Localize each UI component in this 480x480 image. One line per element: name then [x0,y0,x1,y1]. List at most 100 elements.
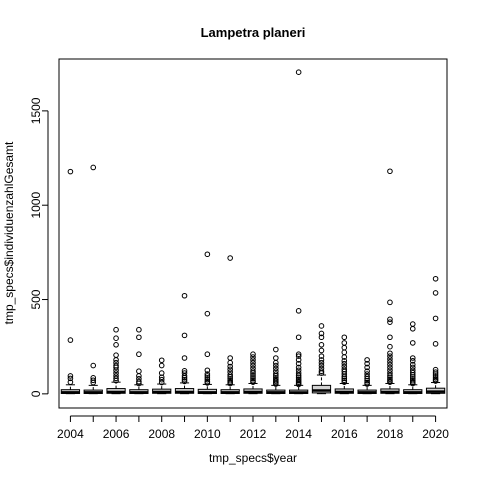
outlier-point [318,353,325,359]
outlier-point [295,367,302,374]
outlier-point [204,378,211,385]
outlier-point [341,366,348,373]
outlier-point [181,332,188,339]
x-tick-label: 2018 [377,427,404,441]
outlier-point [364,371,370,377]
outlier-point [318,330,325,337]
outlier-point [387,334,393,341]
outlier-point [387,361,393,368]
outlier-point [295,69,302,76]
box-2016 [334,334,354,395]
outlier-point [387,168,393,175]
outlier-point [318,362,325,369]
outlier-point [273,359,279,366]
outlier-point [409,375,416,382]
outlier-point [158,362,165,369]
plot-area-frame [58,58,448,409]
x-tick-label: 2014 [285,427,312,441]
y-tick-label: 1000 [29,192,43,219]
outlier-point [227,372,233,378]
box-2005 [83,164,103,395]
outlier-point [273,355,279,361]
outlier-point [295,376,302,382]
outlier-point [90,362,97,369]
outlier-point [227,366,233,373]
outlier-point [227,375,233,382]
outlier-point [204,351,211,358]
outlier-point [318,368,325,375]
outlier-point [204,373,211,379]
outlier-point [318,365,325,372]
outlier-point [250,365,256,372]
outlier-point [113,375,119,382]
outlier-point [432,366,439,373]
outlier-point [181,355,188,361]
box-series [60,69,446,395]
outlier-point [387,299,393,306]
box-2019 [403,321,423,395]
outlier-point [227,369,233,375]
outlier-point [409,361,416,368]
box-2014 [289,69,309,395]
outlier-point [181,368,188,374]
y-axis: 0 500 1000 1500 [29,97,49,397]
outlier-point [341,344,348,351]
box-2015 [311,323,332,395]
outlier-point [409,340,416,346]
outlier-point [432,341,439,347]
outlier-point [67,373,74,379]
outlier-point [364,368,370,375]
outlier-point [318,359,325,366]
box-2020 [425,275,446,395]
outlier-point [250,362,256,369]
outlier-point [113,370,119,376]
outlier-point [90,164,97,171]
outlier-point [364,357,370,363]
outlier-point [250,351,256,358]
outlier-point [227,363,233,370]
x-tick-label: 2012 [240,427,267,441]
box-2013 [266,346,286,395]
box-2018 [380,168,400,395]
outlier-point [432,375,439,381]
outlier-point [136,375,142,382]
outlier-point [113,342,119,348]
y-tick-label: 0 [29,390,43,397]
outlier-point [113,362,119,369]
box-2007 [129,326,149,395]
outlier-point [432,290,439,296]
outlier-point [364,373,370,380]
outlier-point [273,371,279,377]
outlier-point [273,346,279,353]
outlier-point [204,371,211,377]
outlier-point [67,375,74,382]
outlier-point [273,375,279,381]
outlier-point [364,364,370,371]
outlier-point [409,377,416,384]
outlier-point [295,360,302,367]
outlier-point [387,367,393,374]
outlier-point [409,325,416,332]
y-axis-label: tmp_specs$individuenzahlGesamt [2,141,16,324]
outlier-point [295,353,302,359]
outlier-point [136,351,142,358]
outlier-point [67,168,74,175]
box-2008 [152,357,172,395]
outlier-point [113,359,119,366]
box-2017 [357,357,377,395]
outlier-point [136,373,142,379]
outlier-point [432,369,439,375]
outlier-point [409,358,416,364]
outlier-point [341,379,348,385]
outlier-point [250,357,256,363]
outlier-point [364,360,370,367]
outlier-point [387,356,393,362]
outlier-point [432,376,439,383]
outlier-point [181,376,188,383]
outlier-point [387,376,393,382]
outlier-point [158,357,165,364]
outlier-point [409,364,416,371]
x-tick-label: 2010 [194,427,221,441]
outlier-point [158,379,165,386]
outlier-point [318,342,325,348]
